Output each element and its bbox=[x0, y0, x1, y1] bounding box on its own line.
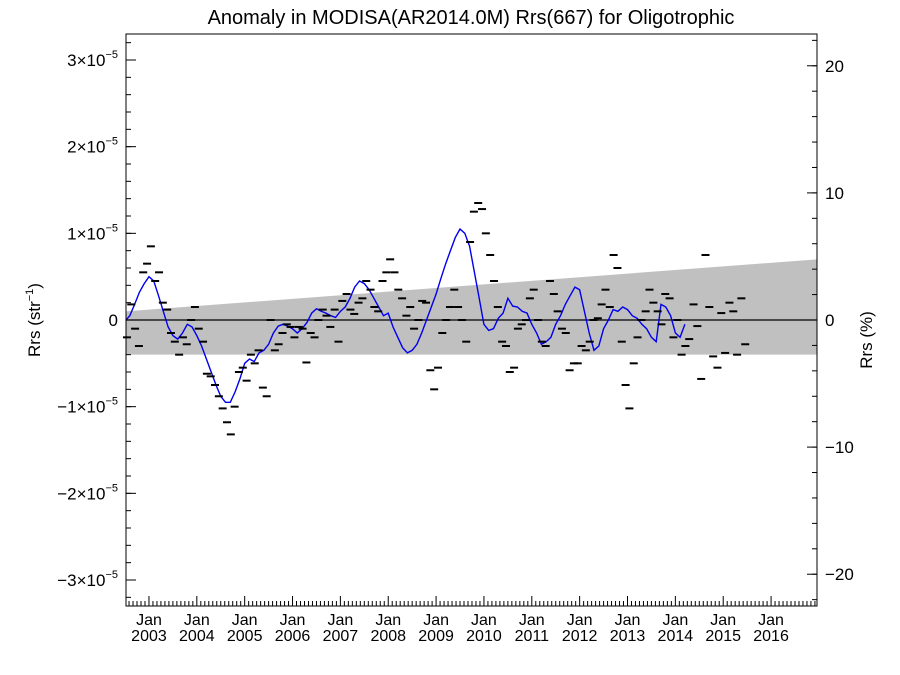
x-tick-year: 2013 bbox=[610, 628, 646, 645]
left-axis: 3×10−5 2×10−5 1×10−5 0 −1×10−5 −2×10−5 −3×10−5 bbox=[57, 42, 136, 598]
x-tick-year: 2008 bbox=[370, 628, 406, 645]
x-tick-month: Jan bbox=[567, 612, 593, 629]
x-tick-month: Jan bbox=[184, 612, 210, 629]
x-tick-month: Jan bbox=[471, 612, 497, 629]
right-tick-label: 0 bbox=[825, 311, 834, 330]
band-area bbox=[126, 259, 817, 355]
x-tick-month: Jan bbox=[615, 612, 641, 629]
left-tick-label: 2×10−5 bbox=[67, 136, 118, 157]
monthly-anomaly-markers bbox=[122, 202, 750, 436]
x-tick-month: Jan bbox=[662, 612, 688, 629]
x-tick-month: Jan bbox=[232, 612, 258, 629]
left-tick-label: 0 bbox=[109, 311, 118, 330]
uncertainty-band bbox=[126, 259, 817, 355]
x-tick-month: Jan bbox=[327, 612, 353, 629]
x-tick-year: 2003 bbox=[131, 628, 167, 645]
right-axis-label: Rrs (%) bbox=[857, 311, 876, 369]
left-tick-label: 3×10−5 bbox=[67, 49, 118, 70]
x-tick-month: Jan bbox=[280, 612, 306, 629]
x-tick-month: Jan bbox=[758, 612, 784, 629]
chart-title: Anomaly in MODISA(AR2014.0M) Rrs(667) fo… bbox=[208, 7, 735, 29]
x-tick-year: 2005 bbox=[227, 628, 263, 645]
left-tick-label: −2×10−5 bbox=[57, 482, 118, 503]
x-tick-year: 2007 bbox=[323, 628, 359, 645]
x-tick-month: Jan bbox=[519, 612, 545, 629]
left-tick-label: 1×10−5 bbox=[67, 222, 118, 243]
left-axis-label: Rrs (str−1) bbox=[24, 283, 44, 357]
right-axis: 20 10 0 −10 −20 bbox=[807, 39, 854, 601]
x-tick-year: 2011 bbox=[515, 628, 550, 645]
right-tick-label: −10 bbox=[825, 438, 854, 457]
x-axis: Jan2003Jan2004Jan2005Jan2006Jan2007Jan20… bbox=[128, 596, 816, 645]
x-tick-month: Jan bbox=[423, 612, 449, 629]
x-tick-year: 2009 bbox=[418, 628, 454, 645]
x-tick-year: 2010 bbox=[466, 628, 502, 645]
x-tick-year: 2014 bbox=[658, 628, 694, 645]
x-tick-month: Jan bbox=[375, 612, 401, 629]
right-tick-label: −20 bbox=[825, 565, 854, 584]
left-tick-label: −3×10−5 bbox=[57, 569, 118, 590]
x-tick-month: Jan bbox=[136, 612, 162, 629]
x-tick-year: 2004 bbox=[179, 628, 215, 645]
x-tick-year: 2015 bbox=[705, 628, 741, 645]
left-tick-label: −1×10−5 bbox=[57, 396, 118, 417]
x-tick-year: 2016 bbox=[753, 628, 789, 645]
x-tick-year: 2012 bbox=[562, 628, 598, 645]
right-tick-label: 10 bbox=[825, 184, 844, 203]
x-tick-month: Jan bbox=[710, 612, 736, 629]
right-tick-label: 20 bbox=[825, 57, 844, 76]
x-tick-year: 2006 bbox=[275, 628, 311, 645]
